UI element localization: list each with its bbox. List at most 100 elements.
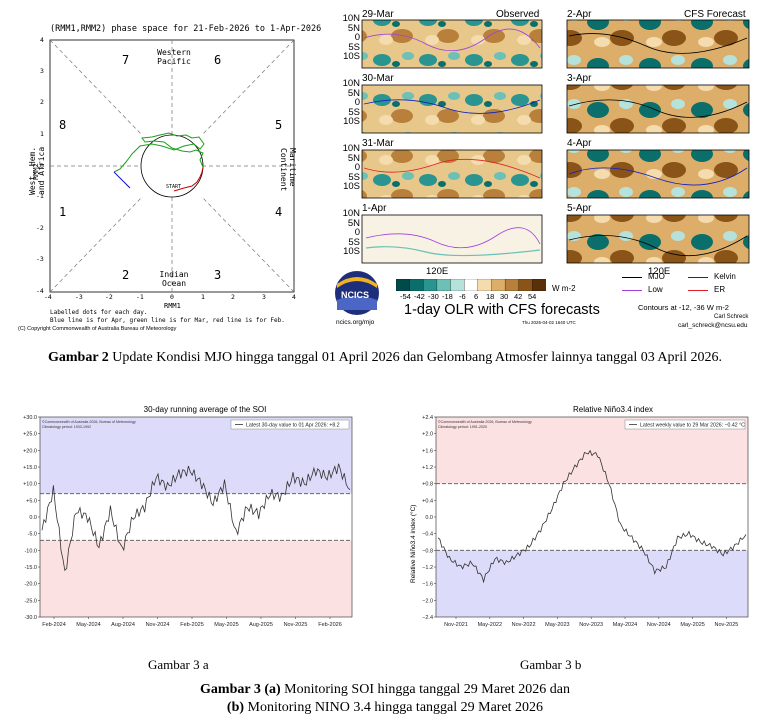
copyright-text: Climatology period: 1933-1992 bbox=[42, 425, 91, 429]
x-tick-label: Nov-2022 bbox=[512, 622, 536, 628]
colorbar-unit: W m-2 bbox=[552, 284, 576, 293]
y-tick-label: -25.0 bbox=[24, 598, 37, 604]
y-tick-label: +15.0 bbox=[23, 465, 37, 471]
soi-sublabel: Gambar 3 a bbox=[148, 657, 209, 672]
rmm-note-2: Blue line is for Apr, green line is for … bbox=[50, 317, 285, 324]
olr-timestamp: Thu 2026-04-02 1640 UTC bbox=[522, 320, 576, 325]
y-tick-label: 0.0 bbox=[29, 515, 37, 521]
x-tick-label: Aug-2024 bbox=[111, 622, 135, 628]
rmm-copyright: (C) Copyright Commonwealth of Australia … bbox=[18, 326, 177, 332]
caption-2-text: Update Kondisi MJO hingga tanggal 01 Apr… bbox=[108, 350, 722, 365]
obs-date-4: 1-Apr bbox=[362, 203, 387, 214]
olr-author: Carl Schreck bbox=[714, 314, 749, 320]
nino-ylabel: Relative Niño3.4 index (°C) bbox=[410, 504, 417, 583]
x-tick-label: May-2024 bbox=[76, 622, 100, 628]
olr-maps bbox=[361, 19, 750, 264]
colorbar-swatch bbox=[491, 279, 506, 291]
x-tick-label: Nov-2024 bbox=[146, 622, 170, 628]
olr-colorbar bbox=[396, 279, 546, 291]
caption-gambar-3: Gambar 3 (a) Monitoring SOI hingga tangg… bbox=[20, 681, 750, 717]
colorbar-swatch bbox=[518, 279, 533, 291]
y-tick-label: +2.4 bbox=[422, 415, 433, 421]
x-tick-label: Nov-2021 bbox=[444, 622, 468, 628]
y-tick-label: −1.2 bbox=[422, 565, 433, 571]
x-tick-label: May-2023 bbox=[545, 622, 569, 628]
x-tick-label: Nov-2025 bbox=[714, 622, 738, 628]
y-tick-label: +1.2 bbox=[422, 465, 433, 471]
y-tick-label: -20.0 bbox=[24, 582, 37, 588]
phase-4-label: 4 bbox=[275, 205, 283, 219]
nino-chart: Relative Niño3.4 index +2.4 +2.0 +1.6 +1.2 +… bbox=[408, 405, 758, 633]
rmm-apr-line bbox=[113, 171, 131, 189]
ncics-site: ncics.org/mjo bbox=[336, 319, 375, 326]
colorbar-swatch bbox=[504, 279, 520, 291]
copyright-text: ©Commonwealth of Australia 2026, Bureau … bbox=[42, 420, 136, 424]
x-tick-label: Nov-2023 bbox=[579, 622, 603, 628]
fc-date-3: 4-Apr bbox=[567, 138, 592, 149]
olr-email: carl_schreck@ncsu.edu bbox=[678, 322, 748, 329]
rmm-yticks: 4 3 2 1 0 -1 -2 -3 -4 bbox=[36, 36, 44, 295]
y-tick-label: +0.8 bbox=[422, 482, 433, 488]
rmm-mar-line bbox=[113, 132, 205, 173]
phase-7-label: 7 bbox=[122, 53, 130, 67]
x-tick-label: May-2024 bbox=[613, 622, 637, 628]
contours-note: Contours at -12, -36 W m-2 bbox=[638, 303, 729, 312]
x-tick-label: Feb-2025 bbox=[180, 622, 204, 628]
colorbar-swatch bbox=[464, 279, 479, 291]
y-tick-label: −2.0 bbox=[422, 598, 433, 604]
y-tick-label: +0.4 bbox=[422, 498, 433, 504]
colorbar-swatch bbox=[477, 279, 492, 291]
caption-3-bold: Gambar 3 (a) bbox=[200, 682, 281, 697]
phase-8-label: 8 bbox=[59, 118, 67, 132]
y-tick-label: -5.0 bbox=[28, 532, 37, 538]
legend-box bbox=[230, 419, 350, 430]
legend-box bbox=[624, 419, 746, 430]
lower-band bbox=[40, 540, 352, 617]
y-tick-label: -10.0 bbox=[24, 548, 37, 554]
x-tick-label: Nov-2025 bbox=[284, 622, 308, 628]
nino-plot: +2.4 +2.0 +1.6 +1.2 +0.8 +0.4 0.0 −0.4 −0.8 −1.2 −… bbox=[422, 415, 749, 628]
y-tick-label: 0.0 bbox=[425, 515, 433, 521]
colorbar-swatch bbox=[423, 279, 438, 291]
x-tick-label: May-2025 bbox=[214, 622, 238, 628]
obs-date-3: 31-Mar bbox=[362, 138, 394, 149]
caption-3-line1: Monitoring SOI hingga tanggal 29 Maret 2… bbox=[280, 682, 570, 697]
phase-2-label: 2 bbox=[122, 268, 130, 282]
soi-plot: +30.0 +25.0 +20.0 +15.0 +10.0 +5.0 0.0 -5.0 -10.… bbox=[23, 415, 353, 628]
copyright-text: Climatology period: 1991-2020 bbox=[438, 425, 487, 429]
start-label: START bbox=[166, 184, 182, 190]
rmm-feb-line bbox=[173, 166, 204, 192]
series-line bbox=[437, 449, 747, 584]
rmm-ylabel: RMM2 bbox=[32, 163, 40, 180]
legend-text: Latest 30-day value to 01 Apr 2026: +8.2 bbox=[246, 423, 340, 429]
phase-5-label: 5 bbox=[275, 118, 283, 132]
fc-date-4: 5-Apr bbox=[567, 203, 592, 214]
y-tick-label: +20.0 bbox=[23, 448, 37, 454]
lower-band bbox=[436, 550, 748, 617]
caption-gambar-2: Gambar 2 Update Kondisi MJO hingga tangg… bbox=[20, 349, 750, 367]
y-tick-label: +25.0 bbox=[23, 432, 37, 438]
rmm-plot bbox=[49, 39, 295, 293]
legend-text: Latest weekly value to 29 Mar 2026: −0.4… bbox=[640, 423, 745, 429]
y-tick-label: +2.0 bbox=[422, 432, 433, 438]
colorbar-swatch bbox=[450, 279, 465, 291]
obs-date-2: 30-Mar bbox=[362, 73, 394, 84]
x-tick-label: May-2022 bbox=[478, 622, 502, 628]
caption-3-b-bold: (b) bbox=[226, 700, 245, 715]
ncics-logo-text: NCICS bbox=[341, 290, 370, 300]
phase-6-label: 6 bbox=[214, 53, 222, 67]
copyright-text: ©Commonwealth of Australia 2026, Bureau … bbox=[438, 420, 532, 424]
series-line bbox=[41, 463, 351, 572]
rmm-phase-diagram: (RMM1,RMM2) phase space for 21-Feb-2026 … bbox=[14, 20, 321, 335]
y-tick-label: −2.4 bbox=[422, 615, 433, 621]
caption-2-bold: Gambar 2 bbox=[47, 350, 109, 365]
x-tick-label: Nov-2024 bbox=[647, 622, 671, 628]
y-tick-label: −0.4 bbox=[422, 532, 433, 538]
ncics-logo bbox=[335, 271, 379, 315]
olr-lat-labels-1: 10N 5N 0 5S 10S bbox=[342, 13, 360, 63]
colorbar-swatch bbox=[396, 279, 411, 291]
olr-title: 1-day OLR with CFS forecasts bbox=[404, 302, 600, 318]
region-maritime-continent: Maritime Continent bbox=[279, 148, 297, 192]
region-indian-ocean: Indian Ocean bbox=[159, 270, 189, 288]
rmm-title: (RMM1,RMM2) phase space for 21-Feb-2026 … bbox=[50, 24, 322, 34]
